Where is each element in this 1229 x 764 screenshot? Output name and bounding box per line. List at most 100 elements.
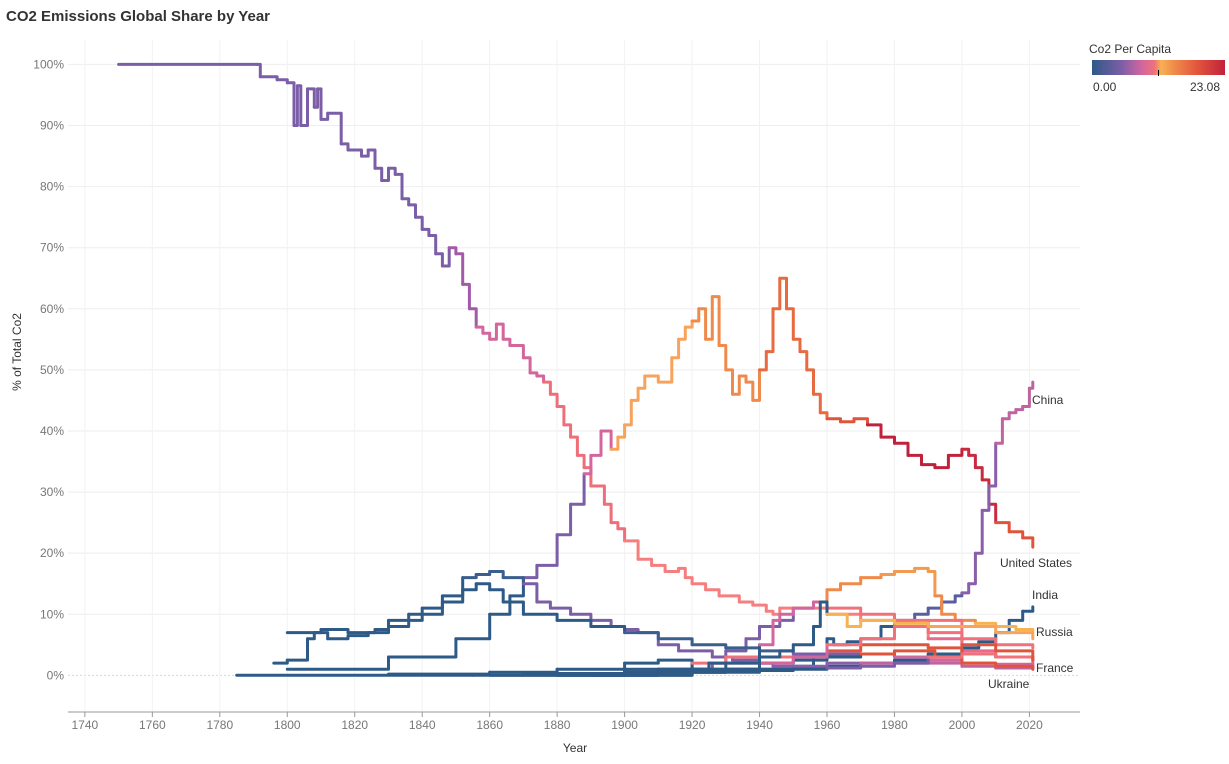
series-segment [467,307,478,329]
series-segment [994,649,1035,662]
series-segment [636,557,654,567]
y-tick-label: 20% [40,546,64,560]
series-segment [710,295,721,347]
series-segment [440,246,451,268]
series-segment [501,600,525,616]
series-segment [569,435,579,457]
series-segment [812,392,822,415]
series-segment [977,631,998,644]
series-segment [741,655,761,665]
series-segment [778,643,795,653]
series-segment [785,307,795,341]
series-segment [440,576,465,598]
series-segment [744,380,755,402]
series-line [488,605,1035,677]
series-segment [488,594,512,616]
series-segment [488,322,498,341]
series-segment [366,148,377,170]
series-segment [697,307,708,341]
series-segment [859,618,896,625]
series-segment [893,655,930,665]
series-segment [690,649,714,659]
series-segment [454,612,492,641]
y-tick-label: 70% [40,241,64,255]
series-segment [474,325,485,335]
series-segment [414,215,424,231]
series-segment [960,582,971,595]
series-segment [670,337,681,360]
series-segment [724,368,734,396]
series-segment [893,618,930,635]
series-segment [994,417,1004,445]
series-segment [893,566,917,573]
series-segment [461,582,478,592]
series-segment [825,612,849,628]
series-segment [420,600,444,616]
x-tick-label: 1800 [274,718,301,732]
series-segment [461,573,478,580]
series-segment [548,392,559,408]
series-segment [258,75,279,82]
series-segment [548,606,573,616]
y-tick-label: 100% [33,57,64,71]
series-segment [933,594,944,616]
series-segment [987,441,998,488]
x-tick-label: 1820 [341,718,368,732]
series-segment [879,570,896,576]
series-segment [926,631,964,647]
x-tick-label: 2020 [1016,718,1043,732]
x-tick-label: 2000 [949,718,976,732]
series-segment [656,637,694,647]
series-segment [987,502,998,525]
y-tick-label: 40% [40,424,64,438]
series-segment [1027,380,1035,390]
country-label: China [1032,393,1064,407]
series-segment [960,625,998,635]
series-segment [420,594,444,610]
y-tick-label: 60% [40,302,64,316]
series-segment [737,600,755,607]
x-tick-label: 1760 [139,718,166,732]
series-segment [623,658,660,665]
series-segment [717,344,728,372]
series-segment [312,631,330,641]
y-axis: 0% 10% 20% 30% 40% 50% 60% 70% 80% 90% 100% [33,57,64,682]
series-segment [926,661,964,668]
series-segment [575,453,586,470]
series-segment [751,603,768,613]
series-segment [656,356,674,384]
series-segment [1021,386,1031,408]
series-segment [589,484,606,506]
series-segment [805,368,815,396]
y-tick-label: 10% [40,607,64,621]
series-segment [656,661,711,671]
series-segment [447,246,458,256]
series-segment [555,405,566,427]
series-segment [960,637,998,647]
series-segment [393,172,404,201]
series-segment [481,331,492,341]
series-segment [387,670,492,676]
series-segment [690,643,761,671]
series-segment [488,570,505,580]
series-segment [825,582,842,592]
country-label: United States [1000,556,1072,570]
series-segment [791,661,829,668]
series-segment [609,435,620,451]
series-segment [690,307,701,323]
series-segment [839,417,856,424]
series-segment [373,166,384,182]
series-segment [407,612,424,622]
series-segment [295,84,303,127]
series-segment [373,618,390,631]
series-segment [973,508,984,555]
series-segment [508,344,525,360]
series-segment [1021,536,1035,549]
series-segment [845,618,863,628]
series-segment [1007,530,1025,540]
series-segment [420,227,431,237]
series-segment [758,618,782,628]
series-segment [913,606,930,616]
series-segment [454,252,465,286]
series-line [623,652,1035,677]
